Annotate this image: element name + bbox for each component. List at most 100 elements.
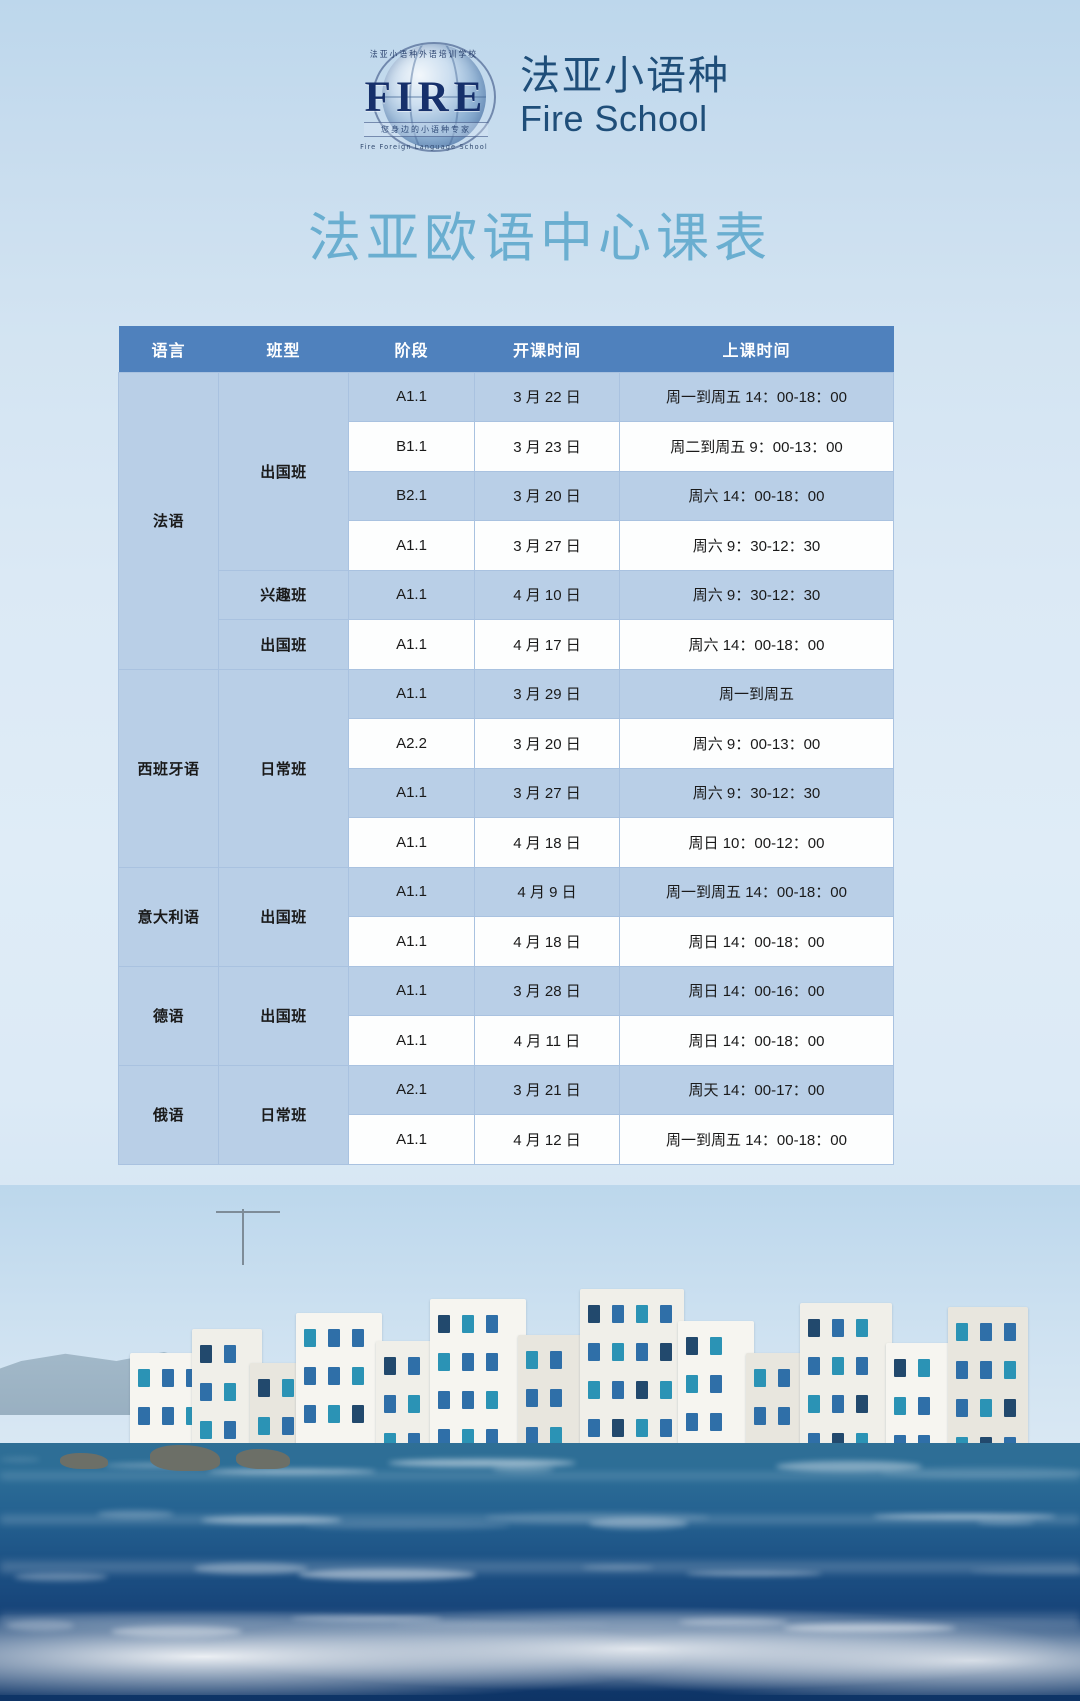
wave-crest bbox=[305, 1522, 510, 1530]
window bbox=[612, 1419, 624, 1437]
cell-class-time: 周二到周五 9：00-13：00 bbox=[619, 421, 894, 472]
window bbox=[612, 1343, 624, 1361]
column-header-class-time: 上课时间 bbox=[619, 326, 894, 372]
table-row: A1.1 3 月 27 日周六 9：30-12：30 bbox=[119, 767, 894, 818]
wave-crest bbox=[880, 1467, 1080, 1478]
window bbox=[660, 1305, 672, 1323]
wave-crest bbox=[194, 1563, 308, 1574]
cell-class-time: 周一到周五 14：00-18：00 bbox=[619, 371, 894, 422]
wave-crest bbox=[0, 1457, 40, 1462]
wave-crest bbox=[97, 1510, 174, 1518]
cell-start-date: 4 月 17 日 bbox=[474, 619, 620, 670]
window bbox=[384, 1357, 396, 1375]
cell-class-time: 周六 9：30-12：30 bbox=[619, 569, 894, 620]
window bbox=[660, 1381, 672, 1399]
window bbox=[778, 1369, 790, 1387]
window bbox=[224, 1421, 236, 1439]
cell-start-date: 3 月 27 日 bbox=[474, 520, 620, 571]
table-body: 法语 出国班 A1.1 3 月 22 日周一到周五 14：00-18：00 B1.1 3 … bbox=[118, 371, 894, 1165]
wave-crest bbox=[291, 1616, 442, 1621]
cell-stage: A1.1 bbox=[348, 965, 475, 1016]
wave-crest bbox=[977, 1520, 1034, 1525]
window bbox=[918, 1359, 930, 1377]
window bbox=[526, 1389, 538, 1407]
cell-start-date: 3 月 23 日 bbox=[474, 421, 620, 472]
table-row: B2.1 3 月 20 日周六 14：00-18：00 bbox=[119, 470, 894, 521]
window bbox=[1004, 1399, 1016, 1417]
table-row: A2.2 3 月 20 日周六 9：00-13：00 bbox=[119, 718, 894, 769]
cell-start-date: 4 月 18 日 bbox=[474, 817, 620, 868]
fire-school-logo: 法亚小语种外语培训学校 FIRE 您身边的小语种专家 Fire Foreign … bbox=[350, 42, 498, 152]
cell-start-date: 3 月 29 日 bbox=[474, 668, 620, 719]
window bbox=[894, 1397, 906, 1415]
wave-crest bbox=[395, 1622, 610, 1627]
window bbox=[1004, 1361, 1016, 1379]
window bbox=[526, 1351, 538, 1369]
cell-class-type: 兴趣班 bbox=[218, 569, 349, 620]
window bbox=[224, 1345, 236, 1363]
table-header-row: 语言 班型 阶段 开课时间 上课时间 bbox=[118, 326, 894, 372]
cell-start-date: 3 月 28 日 bbox=[474, 965, 620, 1016]
shore-rock bbox=[60, 1453, 108, 1469]
cell-start-date: 4 月 11 日 bbox=[474, 1015, 620, 1066]
photo-wave-foam bbox=[0, 1599, 1080, 1695]
wave-crest bbox=[970, 1567, 1080, 1575]
window bbox=[856, 1357, 868, 1375]
column-header-start-date: 开课时间 bbox=[474, 326, 620, 372]
table-row: 俄语 日常班 A2.1 3 月 21 日周天 14：00-17：00 bbox=[118, 1064, 894, 1165]
window bbox=[832, 1319, 844, 1337]
wave-crest bbox=[679, 1618, 788, 1626]
window bbox=[710, 1375, 722, 1393]
window bbox=[486, 1353, 498, 1371]
wave-crest bbox=[686, 1571, 822, 1576]
window bbox=[526, 1427, 538, 1445]
logo-ring bbox=[372, 42, 496, 152]
wave-crest bbox=[485, 1512, 710, 1523]
table-row: A1.1 3 月 27 日周六 9：30-12：30 bbox=[119, 520, 894, 571]
window bbox=[438, 1391, 450, 1409]
window bbox=[808, 1319, 820, 1337]
window bbox=[352, 1329, 364, 1347]
window bbox=[1004, 1323, 1016, 1341]
cell-class-type: 出国班 bbox=[218, 866, 349, 967]
table-row: A1.1 4 月 12 日周一到周五 14：00-18：00 bbox=[119, 1114, 894, 1165]
window bbox=[138, 1407, 150, 1425]
window bbox=[328, 1329, 340, 1347]
table-row: A1.1 4 月 18 日周日 14：00-18：00 bbox=[119, 916, 894, 967]
wave-band bbox=[0, 1613, 1080, 1628]
window bbox=[710, 1413, 722, 1431]
window bbox=[754, 1407, 766, 1425]
cell-language: 意大利语 bbox=[118, 866, 219, 967]
column-header-stage: 阶段 bbox=[348, 326, 475, 372]
window bbox=[808, 1395, 820, 1413]
cell-class-time: 周六 9：00-13：00 bbox=[619, 718, 894, 769]
window bbox=[956, 1323, 968, 1341]
window bbox=[832, 1395, 844, 1413]
window bbox=[980, 1323, 992, 1341]
window bbox=[384, 1395, 396, 1413]
cell-class-time: 周六 9：30-12：30 bbox=[619, 520, 894, 571]
brand-header: 法亚小语种外语培训学校 FIRE 您身边的小语种专家 Fire Foreign … bbox=[0, 42, 1080, 152]
cell-language: 俄语 bbox=[118, 1064, 219, 1165]
cell-class-type: 日常班 bbox=[218, 1064, 349, 1165]
window bbox=[328, 1405, 340, 1423]
window bbox=[686, 1375, 698, 1393]
cell-stage: A1.1 bbox=[348, 767, 475, 818]
cell-start-date: 3 月 20 日 bbox=[474, 718, 620, 769]
window bbox=[636, 1419, 648, 1437]
window bbox=[258, 1417, 270, 1435]
cell-class-type: 出国班 bbox=[218, 965, 349, 1066]
schedule-table-container: 语言 班型 阶段 开课时间 上课时间 法语 出国班 A1.1 3 月 22 日周一到周… bbox=[118, 326, 894, 1165]
window bbox=[304, 1367, 316, 1385]
window bbox=[550, 1351, 562, 1369]
wave-crest bbox=[776, 1461, 922, 1472]
logo-wordmark: FIRE bbox=[364, 74, 488, 121]
window bbox=[162, 1369, 174, 1387]
window bbox=[162, 1407, 174, 1425]
window bbox=[138, 1369, 150, 1387]
cell-class-time: 周天 14：00-17：00 bbox=[619, 1064, 894, 1115]
cell-start-date: 4 月 10 日 bbox=[474, 569, 620, 620]
window bbox=[438, 1353, 450, 1371]
window bbox=[636, 1343, 648, 1361]
cell-class-time: 周六 9：30-12：30 bbox=[619, 767, 894, 818]
